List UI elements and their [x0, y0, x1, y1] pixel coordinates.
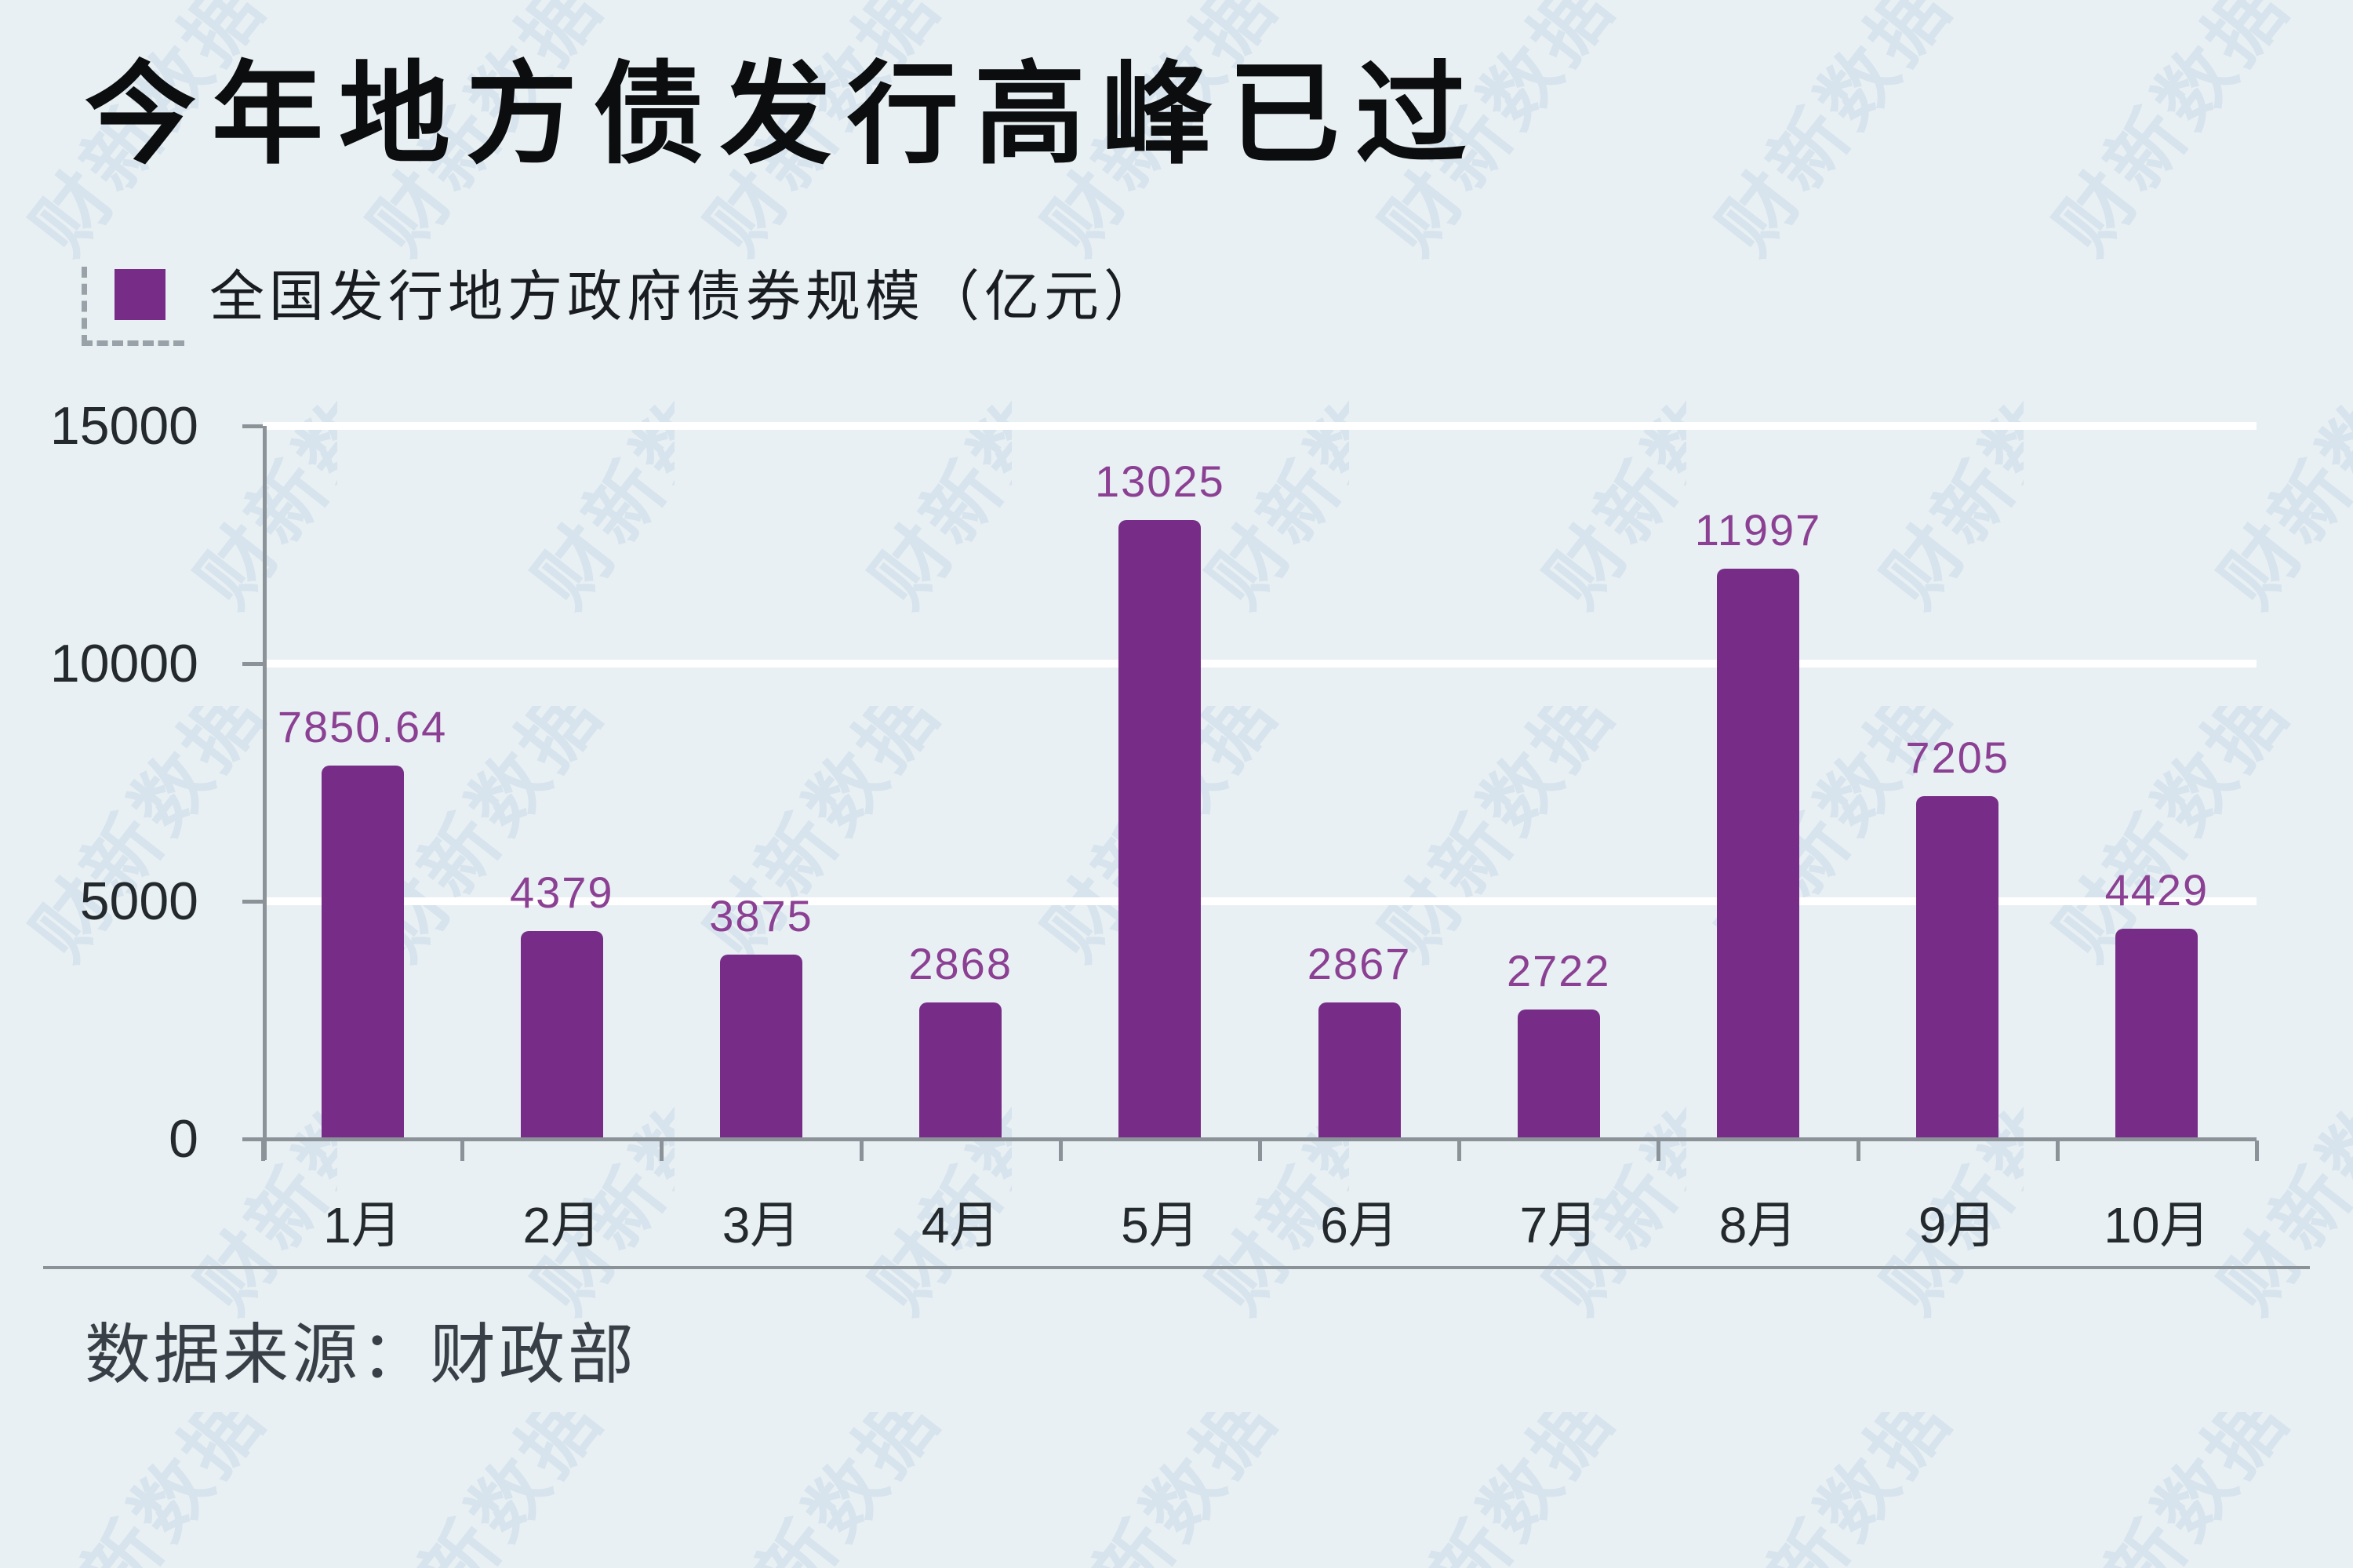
- bar-7月: [1517, 1010, 1600, 1139]
- value-label-9月: 7205: [1905, 733, 2009, 783]
- bar-8月: [1717, 568, 1799, 1139]
- y-axis-label-5000: 5000: [79, 871, 198, 931]
- gridline-5000: [263, 897, 2257, 905]
- x-axis-label-7月: 7月: [1519, 1197, 1598, 1253]
- bar-3月: [720, 955, 802, 1139]
- x-tick-8: [1856, 1141, 1860, 1161]
- x-tick-1: [460, 1141, 465, 1161]
- bar-4月: [919, 1002, 1002, 1139]
- value-label-3月: 3875: [709, 891, 813, 941]
- x-tick-9: [2055, 1141, 2060, 1161]
- x-tick-6: [1457, 1141, 1462, 1161]
- value-label-4月: 2868: [908, 939, 1013, 989]
- y-axis-line: [263, 426, 267, 1160]
- footer-divider: [43, 1266, 2310, 1269]
- legend-swatch: [115, 269, 165, 320]
- x-tick-2: [660, 1141, 664, 1161]
- y-tick-10000: [242, 662, 263, 666]
- value-label-5月: 13025: [1095, 456, 1225, 506]
- y-tick-15000: [242, 424, 263, 428]
- bar-5月: [1118, 519, 1202, 1139]
- bar-6月: [1318, 1002, 1401, 1139]
- legend-corner-mark: [82, 267, 184, 346]
- bar-10月: [2115, 928, 2198, 1139]
- page-title: 今年地方债发行高峰已过: [85, 53, 1482, 177]
- value-label-7月: 2722: [1507, 946, 1611, 996]
- y-tick-5000: [242, 900, 263, 904]
- bar-2月: [520, 930, 603, 1139]
- x-axis-label-6月: 6月: [1320, 1197, 1398, 1253]
- x-axis-label-9月: 9月: [1918, 1197, 1997, 1253]
- value-label-2月: 4379: [510, 867, 614, 917]
- y-axis-label-0: 0: [169, 1109, 198, 1169]
- value-label-1月: 7850.64: [277, 702, 448, 752]
- bar-1月: [321, 766, 404, 1139]
- y-axis-label-10000: 10000: [49, 634, 198, 693]
- x-axis-label-1月: 1月: [323, 1197, 402, 1253]
- x-tick-0: [261, 1141, 265, 1161]
- x-axis-label-2月: 2月: [522, 1197, 602, 1253]
- gridline-15000: [263, 422, 2257, 430]
- source-text: 数据来源：财政部: [85, 1318, 638, 1392]
- x-axis-label-10月: 10月: [2104, 1197, 2210, 1253]
- value-label-10月: 4429: [2104, 864, 2209, 915]
- y-axis-label-15000: 15000: [49, 396, 198, 456]
- x-axis-label-4月: 4月: [921, 1197, 1000, 1253]
- x-axis-label-3月: 3月: [722, 1197, 801, 1253]
- x-tick-3: [859, 1141, 864, 1161]
- x-axis-line: [242, 1137, 2257, 1141]
- x-axis-label-5月: 5月: [1121, 1197, 1199, 1253]
- gridline-10000: [263, 660, 2257, 668]
- x-tick-4: [1058, 1141, 1063, 1161]
- x-tick-10: [2255, 1141, 2259, 1161]
- bar-9月: [1916, 796, 1999, 1139]
- legend-label: 全国发行地方政府债券规模（亿元）: [209, 266, 1163, 327]
- value-label-6月: 2867: [1307, 939, 1412, 989]
- x-axis-label-8月: 8月: [1718, 1197, 1798, 1253]
- value-label-8月: 11997: [1694, 504, 1822, 555]
- x-tick-5: [1258, 1141, 1262, 1161]
- x-tick-7: [1657, 1141, 1661, 1161]
